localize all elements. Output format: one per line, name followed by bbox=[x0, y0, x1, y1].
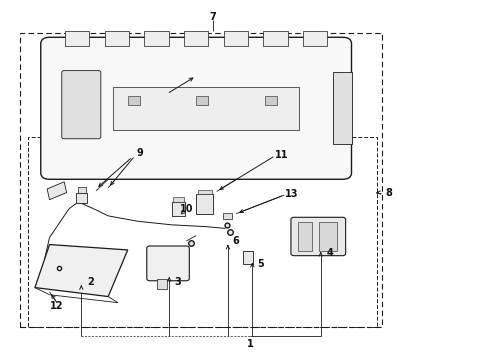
FancyBboxPatch shape bbox=[41, 37, 351, 179]
Polygon shape bbox=[35, 244, 128, 297]
Text: 3: 3 bbox=[174, 277, 181, 287]
Bar bbox=[65, 31, 89, 45]
Bar bbox=[76, 193, 87, 203]
Bar bbox=[243, 251, 253, 264]
Bar bbox=[113, 87, 299, 130]
Text: 7: 7 bbox=[210, 12, 217, 22]
Polygon shape bbox=[47, 182, 67, 200]
Text: 6: 6 bbox=[233, 236, 240, 246]
FancyBboxPatch shape bbox=[62, 71, 101, 139]
Text: 10: 10 bbox=[180, 204, 193, 214]
Text: 9: 9 bbox=[137, 148, 143, 158]
Bar bbox=[172, 202, 185, 216]
Bar bbox=[303, 31, 327, 45]
Bar bbox=[20, 33, 382, 327]
Bar bbox=[319, 222, 337, 251]
Text: 2: 2 bbox=[88, 277, 95, 287]
Text: 11: 11 bbox=[275, 150, 289, 160]
Text: 12: 12 bbox=[50, 301, 64, 311]
Bar bbox=[27, 137, 377, 327]
Text: 4: 4 bbox=[326, 248, 333, 258]
Bar bbox=[333, 72, 352, 144]
Bar bbox=[128, 96, 140, 105]
FancyBboxPatch shape bbox=[291, 217, 345, 256]
Bar bbox=[265, 96, 277, 105]
Bar bbox=[144, 31, 169, 45]
Text: 8: 8 bbox=[386, 188, 392, 198]
Bar bbox=[223, 213, 232, 220]
Bar bbox=[104, 31, 129, 45]
Bar bbox=[263, 31, 288, 45]
Text: 1: 1 bbox=[246, 339, 253, 349]
Bar bbox=[298, 222, 313, 251]
Bar bbox=[223, 31, 248, 45]
Bar bbox=[78, 187, 86, 193]
Bar bbox=[157, 279, 167, 289]
Text: 13: 13 bbox=[285, 189, 298, 199]
Bar bbox=[173, 197, 184, 202]
Bar bbox=[197, 190, 212, 194]
Bar bbox=[196, 96, 208, 105]
Text: 5: 5 bbox=[258, 259, 265, 269]
Bar bbox=[184, 31, 208, 45]
Bar bbox=[196, 194, 213, 214]
FancyBboxPatch shape bbox=[147, 246, 189, 281]
